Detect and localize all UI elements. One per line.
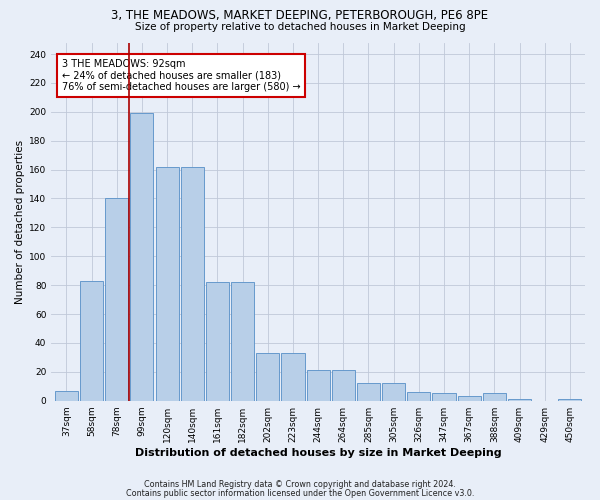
X-axis label: Distribution of detached houses by size in Market Deeping: Distribution of detached houses by size … <box>135 448 502 458</box>
Text: Contains HM Land Registry data © Crown copyright and database right 2024.: Contains HM Land Registry data © Crown c… <box>144 480 456 489</box>
Y-axis label: Number of detached properties: Number of detached properties <box>15 140 25 304</box>
Bar <box>105 198 128 400</box>
Bar <box>382 384 405 400</box>
Text: 3 THE MEADOWS: 92sqm
← 24% of detached houses are smaller (183)
76% of semi-deta: 3 THE MEADOWS: 92sqm ← 24% of detached h… <box>62 58 301 92</box>
Bar <box>407 392 430 400</box>
Bar <box>483 394 506 400</box>
Bar <box>55 390 78 400</box>
Bar <box>458 396 481 400</box>
Bar <box>206 282 229 401</box>
Text: Contains public sector information licensed under the Open Government Licence v3: Contains public sector information licen… <box>126 489 474 498</box>
Bar <box>231 282 254 401</box>
Bar <box>130 114 154 401</box>
Bar <box>155 166 179 400</box>
Bar <box>433 394 455 400</box>
Bar <box>307 370 330 400</box>
Bar <box>80 281 103 400</box>
Text: Size of property relative to detached houses in Market Deeping: Size of property relative to detached ho… <box>134 22 466 32</box>
Bar <box>256 353 280 401</box>
Bar <box>281 353 305 401</box>
Bar <box>332 370 355 400</box>
Text: 3, THE MEADOWS, MARKET DEEPING, PETERBOROUGH, PE6 8PE: 3, THE MEADOWS, MARKET DEEPING, PETERBOR… <box>112 9 488 22</box>
Bar <box>357 384 380 400</box>
Bar <box>181 166 204 400</box>
